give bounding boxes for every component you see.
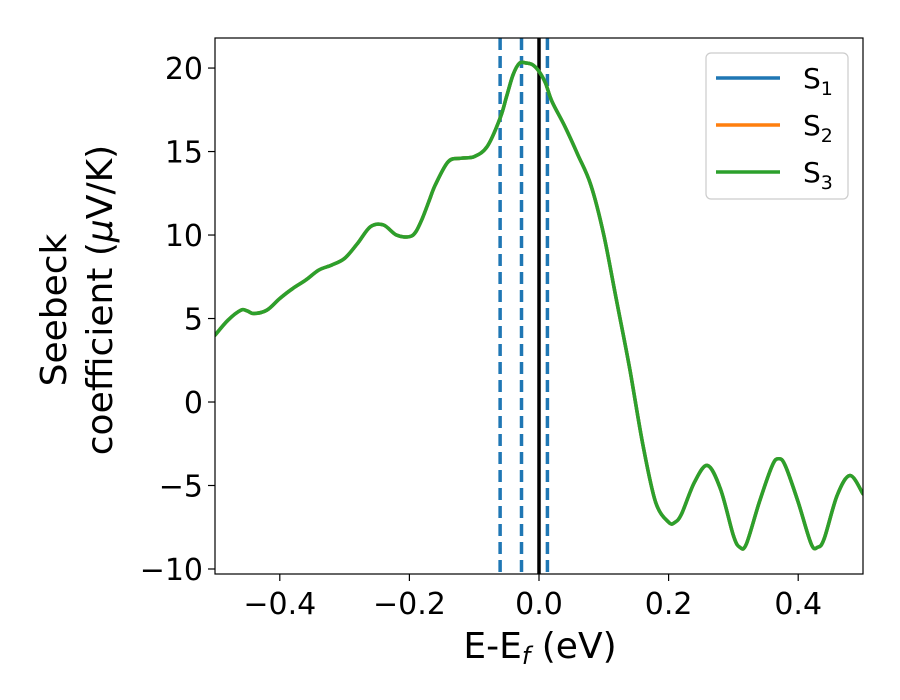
y-tick-label: 15: [165, 136, 203, 171]
reference-lines: [498, 38, 550, 574]
y-axis-label-line1: Seebeck: [34, 233, 75, 386]
x-axis-label-main: E-E: [463, 626, 521, 667]
x-tick-label: 0.2: [645, 587, 693, 622]
x-tick-label: 0.0: [515, 587, 563, 622]
axis-ticks: −0.4 −0.2 0.0 0.2 0.4 −10 −5 0 5 10 15 20: [140, 52, 822, 622]
y-tick-label: −10: [140, 553, 203, 588]
y-axis-label-mu: μ: [80, 219, 121, 243]
x-tick-label: −0.2: [373, 587, 446, 622]
series-line-s3: [215, 60, 863, 551]
x-tick-label: 0.4: [774, 587, 822, 622]
y-tick-label: 5: [184, 303, 203, 338]
y-axis-label-unit: V/K): [80, 145, 121, 219]
legend: S1 S2 S3: [705, 52, 849, 200]
x-axis-label-unit: (eV): [530, 626, 616, 667]
x-axis-label: E-Ef (eV): [463, 626, 616, 670]
legend-label-s1: S1: [803, 62, 833, 100]
x-tick-label: −0.4: [243, 587, 316, 622]
plot-frame: [214, 37, 864, 575]
y-axis-label-text: coefficient (: [80, 242, 121, 455]
y-tick-label: 20: [165, 52, 203, 87]
y-tick-label: 10: [165, 219, 203, 254]
legend-label-s2: S2: [803, 109, 833, 147]
y-tick-label: −5: [159, 470, 203, 505]
legend-label-s3: S3: [803, 156, 833, 194]
y-tick-label: 0: [184, 386, 203, 421]
y-axis-label-line2: coefficient (μV/K): [80, 145, 121, 455]
series-layer: [215, 60, 863, 551]
